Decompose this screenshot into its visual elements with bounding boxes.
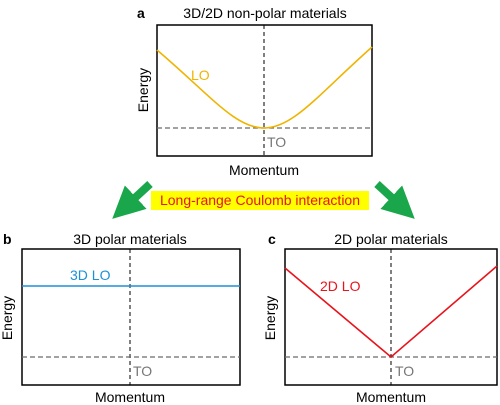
panel-a-title: 3D/2D non-polar materials <box>183 5 346 21</box>
panel-c-lo-label: 2D LO <box>320 278 361 294</box>
panel-a-lo-curve <box>156 46 373 129</box>
panel-a-letter: a <box>137 5 145 21</box>
panel-b: b 3D polar materials 3D LO TO Energy Mom… <box>0 231 241 405</box>
panel-a: a 3D/2D non-polar materials LO TO Energy… <box>135 5 373 178</box>
panel-a-lo-label: LO <box>191 67 210 83</box>
panel-b-ylabel: Energy <box>0 296 15 340</box>
left-arrow-icon <box>112 181 153 219</box>
panel-c-lo-curve <box>284 265 498 359</box>
panel-a-ylabel: Energy <box>135 68 151 112</box>
panel-c-ylabel: Energy <box>262 296 278 340</box>
panel-b-to-label: TO <box>133 363 152 379</box>
panel-c-to-label: TO <box>395 363 414 379</box>
panel-b-title: 3D polar materials <box>73 231 187 247</box>
panel-c-letter: c <box>268 231 276 247</box>
interaction-label: Long-range Coulomb interaction <box>160 192 360 208</box>
panel-a-xlabel: Momentum <box>229 162 299 178</box>
panel-b-lo-label: 3D LO <box>70 267 111 283</box>
panel-c-title: 2D polar materials <box>334 231 448 247</box>
panel-b-frame <box>21 248 241 386</box>
panel-a-to-label: TO <box>267 134 286 150</box>
panel-c-xlabel: Momentum <box>356 389 426 405</box>
panel-c: c 2D polar materials 2D LO TO Energy Mom… <box>262 231 498 405</box>
interaction-banner <box>151 191 369 210</box>
panel-b-letter: b <box>3 231 12 247</box>
panel-b-xlabel: Momentum <box>95 389 165 405</box>
right-arrow-icon <box>374 181 415 219</box>
